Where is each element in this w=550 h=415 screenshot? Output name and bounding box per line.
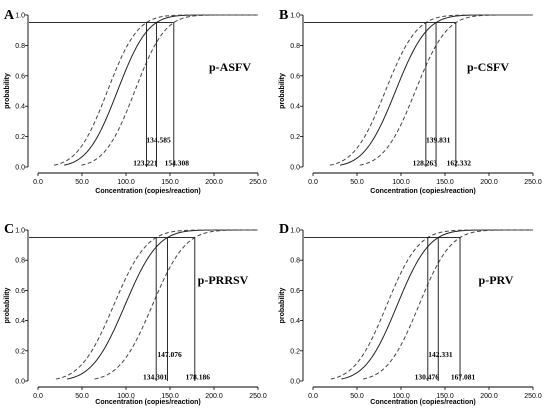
x-tick-label: 100.0 <box>117 393 135 400</box>
y-tick-label: 1.0 <box>290 228 300 235</box>
y-tick-label: 0.0 <box>290 165 300 172</box>
x-tick-label: 50.0 <box>350 393 364 400</box>
x-tick-label: 100.0 <box>117 179 135 186</box>
y-tick-label: 0.2 <box>290 348 300 355</box>
upper-ci-curve <box>359 14 533 166</box>
y-axis-title: probability <box>279 73 286 109</box>
x-tick-label: 50.0 <box>75 393 89 400</box>
y-tick-label: 0.2 <box>15 134 25 141</box>
x-tick-label: 250.0 <box>249 393 267 400</box>
upper-ci-value-label: 162.332 <box>447 158 472 167</box>
panel-b: Bp-CSFV 0.0 0.2 0.4 0.6 0.8 1.0 0.0 50.0 100.0 150… <box>279 8 542 195</box>
lod-value-label: 147.076 <box>157 350 182 359</box>
lod-value-label: 134.585 <box>146 136 171 145</box>
x-tick-label: 150.0 <box>161 393 179 400</box>
x-tick-label: 150.0 <box>161 179 179 186</box>
x-tick-label: 200.0 <box>205 393 223 400</box>
panel-c: Cp-PRRSV 0.0 0.2 0.4 0.6 0.8 1.0 0.0 50.0 100.0 15… <box>4 222 267 406</box>
x-tick-label: 250.0 <box>524 179 542 186</box>
panel-label: p-PRRSV <box>198 273 249 287</box>
panel-a: Ap-ASFV 0.0 0.2 0.4 0.6 0.8 1.0 0.0 50.0 100.0 150… <box>4 8 267 195</box>
x-tick-label: 0.0 <box>33 393 43 400</box>
x-tick-label: 200.0 <box>480 179 498 186</box>
panel-label: p-CSFV <box>467 60 509 74</box>
y-axis-title: probability <box>4 73 11 109</box>
x-tick-label: 150.0 <box>436 179 454 186</box>
panel-letter: D <box>279 222 289 237</box>
y-tick-label: 1.0 <box>15 13 25 20</box>
x-tick-label: 50.0 <box>75 179 89 186</box>
y-tick-label: 0.2 <box>290 134 300 141</box>
panel-label: p-PRV <box>479 273 514 287</box>
x-tick-label: 0.0 <box>33 179 43 186</box>
x-tick-label: 250.0 <box>249 179 267 186</box>
y-tick-label: 0.6 <box>15 73 25 80</box>
y-tick-label: 0.4 <box>15 318 25 325</box>
y-tick-label: 0.6 <box>15 288 25 295</box>
x-tick-label: 200.0 <box>205 179 223 186</box>
y-tick-label: 0.0 <box>290 379 300 386</box>
lod-value-label: 142.331 <box>428 350 453 359</box>
x-tick-label: 100.0 <box>392 393 410 400</box>
x-axis-title: Concentration (copies/reaction) <box>95 399 200 406</box>
lower-ci-value-label: 123.221 <box>133 158 158 167</box>
x-tick-label: 0.0 <box>308 179 318 186</box>
y-tick-label: 0.4 <box>290 104 300 111</box>
y-tick-label: 1.0 <box>15 228 25 235</box>
y-axis-title: probability <box>279 288 286 324</box>
y-tick-label: 0.6 <box>290 73 300 80</box>
x-tick-label: 150.0 <box>436 393 454 400</box>
x-axis-title: Concentration (copies/reaction) <box>95 188 200 195</box>
y-tick-label: 0.0 <box>15 379 25 386</box>
panel-letter: C <box>4 222 14 237</box>
y-tick-label: 0.0 <box>15 165 25 172</box>
panel-letter: A <box>4 8 15 23</box>
x-axis-title: Concentration (copies/reaction) <box>370 188 475 195</box>
upper-ci-curve <box>94 229 258 380</box>
upper-ci-curve <box>81 14 258 166</box>
lower-ci-value-label: 128.263 <box>413 158 438 167</box>
x-tick-label: 100.0 <box>392 179 410 186</box>
y-tick-label: 0.2 <box>15 348 25 355</box>
upper-ci-value-label: 178.186 <box>186 372 211 381</box>
x-tick-label: 250.0 <box>524 393 542 400</box>
lower-ci-curve <box>329 14 533 166</box>
panel-letter: B <box>279 8 288 23</box>
y-tick-label: 0.6 <box>290 288 300 295</box>
x-tick-label: 50.0 <box>350 179 364 186</box>
x-axis-title: Concentration (copies/reaction) <box>370 399 475 406</box>
upper-ci-curve <box>363 229 533 380</box>
y-tick-label: 0.4 <box>15 104 25 111</box>
upper-ci-value-label: 154.308 <box>165 158 190 167</box>
y-tick-label: 0.8 <box>15 43 25 50</box>
lod-value-label: 139.831 <box>426 136 451 145</box>
x-tick-label: 200.0 <box>480 393 498 400</box>
y-tick-label: 0.8 <box>290 258 300 265</box>
y-tick-label: 0.8 <box>290 43 300 50</box>
lower-ci-value-label: 134.301 <box>143 372 168 381</box>
upper-ci-value-label: 167.081 <box>451 372 476 381</box>
y-axis-title: probability <box>4 288 11 324</box>
panel-label: p-ASFV <box>209 60 251 74</box>
lower-ci-curve <box>54 14 258 166</box>
y-tick-label: 1.0 <box>290 13 300 20</box>
lower-ci-value-label: 130.476 <box>415 372 440 381</box>
y-tick-label: 0.4 <box>290 318 300 325</box>
x-tick-label: 0.0 <box>308 393 318 400</box>
panel-d: Dp-PRV 0.0 0.2 0.4 0.6 0.8 1.0 0.0 50.0 100.0 150.… <box>279 222 542 406</box>
y-tick-label: 0.8 <box>15 258 25 265</box>
